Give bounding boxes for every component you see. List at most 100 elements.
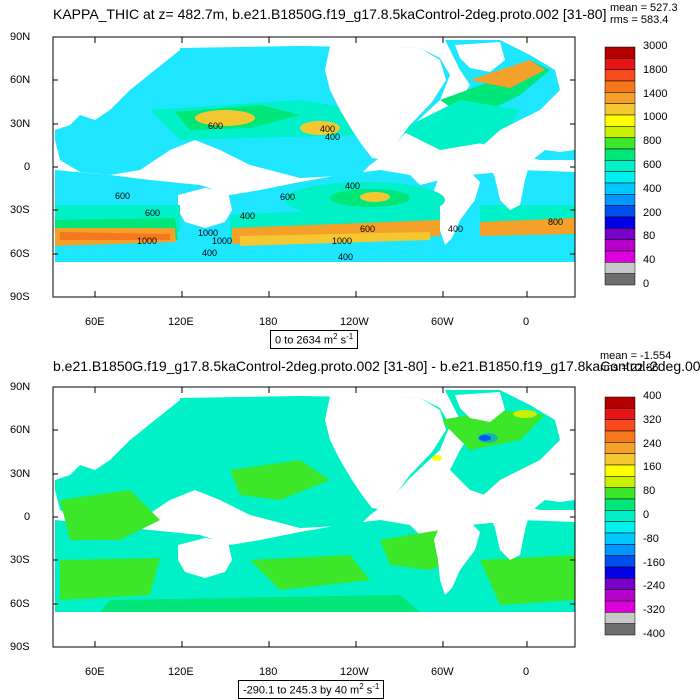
contour-label: 400 [448,224,463,234]
panel1-land-africa-eurasia [478,40,575,210]
colorbar-swatch [604,92,636,104]
panel2-map [52,386,576,648]
p1-lat-60s: 60S [10,248,30,260]
colorbar-swatch [604,623,636,636]
p2-lat-60n: 60N [10,424,31,436]
p2-lat-30s: 30S [10,554,30,566]
panel1-land-australia [178,188,232,228]
contour-label: 1000 [212,236,232,246]
colorbar-swatch [604,80,636,93]
panel2-mean: mean = -1.554 [600,350,672,362]
p2-lat-60s: 60S [10,598,30,610]
contour-label: 600 [360,224,375,234]
colorbar-swatch [604,555,636,568]
p2-lon-0: 0 [523,666,530,678]
colorbar-label: 0 [643,509,650,521]
p1-lat-90s: 90S [10,291,30,303]
p1-lat-30n: 30N [10,118,31,130]
panel1-range-box: 0 to 2634 m2 s-1 [270,330,359,349]
contour-label: 400 [320,124,335,134]
colorbar-label: 80 [643,485,656,498]
colorbar-swatch [604,103,636,116]
colorbar-label: -320 [643,604,666,617]
colorbar-swatch [604,498,636,511]
colorbar-label: 3000 [643,40,668,52]
colorbar-swatch [604,464,636,477]
colorbar-swatch [604,532,636,545]
panel1-map [52,36,576,298]
contour-label: 1000 [137,236,157,246]
colorbar-label: -80 [643,532,659,545]
colorbar-swatch [604,216,636,229]
p1-lat-30s: 30S [10,204,30,216]
colorbar-swatch [604,566,636,579]
colorbar-label: 0 [643,278,650,290]
panel1-mean: mean = 527.3 [610,2,678,14]
panel1-land-north-america [325,46,446,160]
contour-label: 400 [202,248,217,258]
contour-label: 600 [208,121,223,131]
p2-lat-30n: 30N [10,468,31,480]
panel1-land-antarctica [53,262,575,297]
panel1-title: KAPPA_THIC at z= 482.7m, b.e21.B1850G.f1… [53,6,607,22]
colorbar-swatch [604,578,636,590]
p1-lat-60n: 60N [10,74,31,86]
p2-lat-90n: 90N [10,381,31,393]
colorbar-label: 160 [643,461,662,474]
panel2-title: b.e21.B1850G.f19_g17.8.5kaControl-2deg.p… [53,358,700,374]
colorbar-label: 240 [643,437,662,450]
contour-label: 400 [240,211,255,221]
colorbar-swatch [604,58,636,70]
colorbar-swatch [604,396,636,409]
colorbar-swatch [604,137,636,150]
p1-lon-0: 0 [523,316,530,328]
colorbar-label: 80 [643,230,656,243]
panel2-colorbar [604,396,636,636]
colorbar-swatch [604,194,636,206]
panel2-range-box: -290.1 to 245.3 by 40 m2 s-1 [238,680,385,699]
contour-label: 400 [325,132,340,142]
colorbar-label: 600 [643,159,662,171]
colorbar-label: 200 [643,206,662,219]
colorbar-swatch [604,589,636,602]
p1-lon-120e: 120E [168,316,194,328]
p1-lon-60w: 60W [431,316,454,328]
colorbar-swatch [604,262,636,274]
colorbar-label: 800 [643,135,662,148]
contour-label: 600 [145,208,160,218]
contour-label: 400 [345,181,360,191]
colorbar-swatch [604,205,636,218]
colorbar-swatch [604,600,636,613]
colorbar-swatch [604,442,636,454]
colorbar-swatch [604,273,636,286]
panel1-ticks [53,36,575,298]
colorbar-swatch [604,160,636,172]
contour-label: 600 [115,191,130,201]
colorbar-label: 320 [643,413,662,426]
p2-lon-60w: 60W [431,666,454,678]
colorbar-label: 400 [643,390,662,402]
colorbar-swatch [604,228,636,240]
colorbar-swatch [604,476,636,488]
p1-lon-180: 180 [259,316,278,328]
colorbar-swatch [604,69,636,82]
panel1-colorbar [604,46,636,286]
p1-lon-60e: 60E [85,316,105,328]
panel1-land-south-america [434,172,480,245]
p2-lat-90s: 90S [10,641,30,653]
p2-lon-180: 180 [259,666,278,678]
colorbar-swatch [604,126,636,138]
colorbar-swatch [604,419,636,432]
p1-lon-120w: 120W [340,316,369,328]
colorbar-swatch [604,408,636,420]
contour-label: 600 [280,192,295,202]
p2-lon-120e: 120E [168,666,194,678]
contour-label: 400 [338,252,353,262]
colorbar-swatch [604,453,636,466]
colorbar-swatch [604,46,636,59]
panel1-contour-labels: 600 400 400 400 600 600 400 1000 600 100… [115,121,563,262]
panel2-ticks [53,386,575,648]
colorbar-swatch [604,430,636,443]
colorbar-label: 1400 [643,87,668,100]
